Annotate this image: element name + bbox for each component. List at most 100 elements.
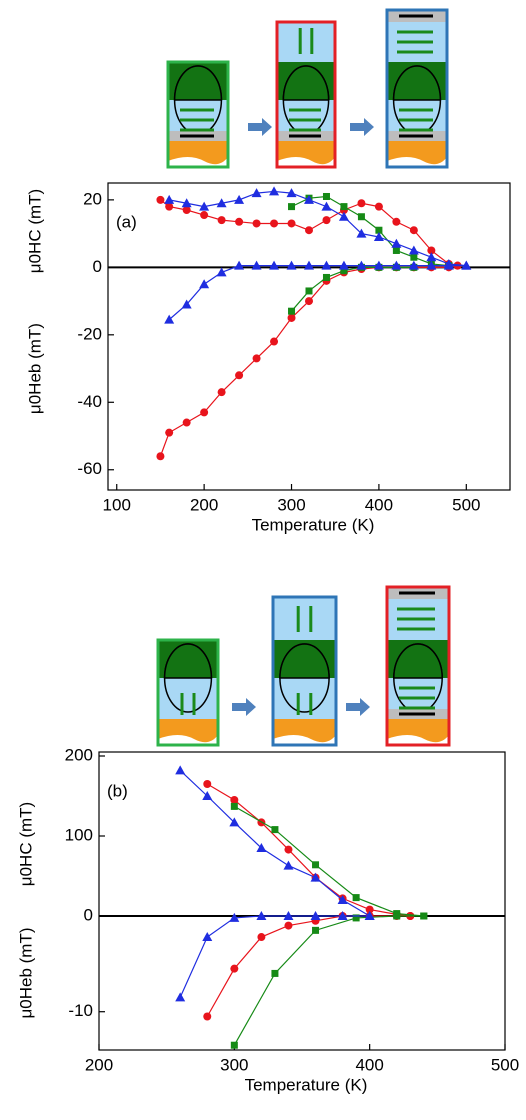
marker [252, 219, 261, 228]
marker [420, 912, 428, 920]
marker [181, 299, 192, 309]
marker [182, 418, 191, 427]
marker [200, 408, 209, 417]
marker [257, 933, 266, 942]
series [230, 912, 428, 1049]
marker [181, 198, 192, 208]
marker [373, 260, 384, 270]
marker [408, 260, 419, 270]
top-spins [296, 606, 313, 632]
marker [426, 260, 437, 270]
process-arrow [248, 118, 272, 136]
marker [340, 203, 348, 211]
box-border [271, 595, 338, 747]
marker [203, 780, 212, 788]
box-border [385, 8, 449, 169]
marker [338, 260, 349, 270]
marker [427, 246, 436, 255]
series [288, 263, 418, 315]
orange-wave [277, 157, 335, 167]
marker [284, 845, 293, 854]
marker [229, 912, 240, 922]
green-half [393, 643, 443, 679]
orange-wave [158, 735, 218, 745]
x-tick-label: 500 [452, 495, 480, 514]
marker [356, 228, 367, 238]
spin-arrows [296, 693, 313, 715]
series-line [169, 190, 467, 267]
green-half [392, 65, 442, 101]
marker [283, 911, 294, 920]
marker [284, 921, 293, 930]
marker [256, 843, 267, 852]
y-tick-label: -60 [77, 459, 102, 478]
marker [365, 905, 374, 914]
marker [312, 861, 320, 869]
panel-label: (a) [116, 212, 137, 231]
marker [391, 260, 402, 270]
marker [393, 912, 401, 920]
marker [310, 911, 321, 920]
marker [305, 297, 313, 306]
series-line [179, 915, 370, 998]
marker [200, 211, 209, 220]
x-tick-label: 200 [85, 1055, 113, 1074]
plot-frame [98, 751, 506, 1051]
spin-arrows [399, 686, 435, 710]
schematic [275, 20, 337, 169]
marker [322, 192, 330, 200]
y-axis-label-bottom: μ0Heb (mT) [25, 323, 44, 414]
marker [164, 314, 175, 324]
top-spins [397, 607, 435, 631]
orange-wave [273, 735, 336, 745]
spin-arrows [289, 108, 321, 132]
marker [426, 252, 437, 262]
marker [234, 260, 245, 270]
marker [305, 287, 313, 295]
marker [392, 246, 400, 254]
y-tick-label: 100 [65, 825, 93, 844]
series-line [179, 769, 370, 917]
x-tick-label: 200 [190, 495, 218, 514]
marker [251, 260, 262, 270]
spin-arrows [180, 693, 196, 715]
marker [156, 452, 165, 461]
marker [202, 791, 213, 800]
marker [165, 428, 174, 437]
series [203, 912, 415, 1021]
x-tick-label: 500 [491, 1055, 519, 1074]
marker [175, 992, 186, 1002]
marker [283, 860, 294, 870]
series [175, 911, 375, 1002]
process-arrow [346, 698, 370, 716]
marker [443, 260, 454, 270]
y-tick-label: -20 [77, 324, 102, 343]
marker [235, 217, 244, 226]
marker [322, 216, 331, 225]
marker [461, 260, 472, 270]
marker [352, 914, 360, 922]
marker [216, 267, 227, 277]
schematic [385, 585, 451, 747]
series-line [168, 265, 467, 321]
marker [288, 203, 296, 211]
series-line [234, 805, 424, 917]
marker [199, 279, 210, 289]
marker [304, 194, 314, 204]
y-tick-label: -40 [77, 392, 102, 411]
marker [156, 195, 165, 204]
marker [357, 199, 366, 208]
marker [286, 188, 297, 198]
x-tick-label: 100 [103, 495, 131, 514]
box-border [156, 638, 220, 747]
green-half [163, 643, 213, 679]
marker [288, 307, 296, 315]
x-tick-label: 400 [365, 495, 393, 514]
marker [373, 231, 384, 241]
box-border [275, 20, 337, 169]
marker [338, 211, 349, 221]
green-half [282, 65, 330, 101]
marker [175, 765, 186, 775]
